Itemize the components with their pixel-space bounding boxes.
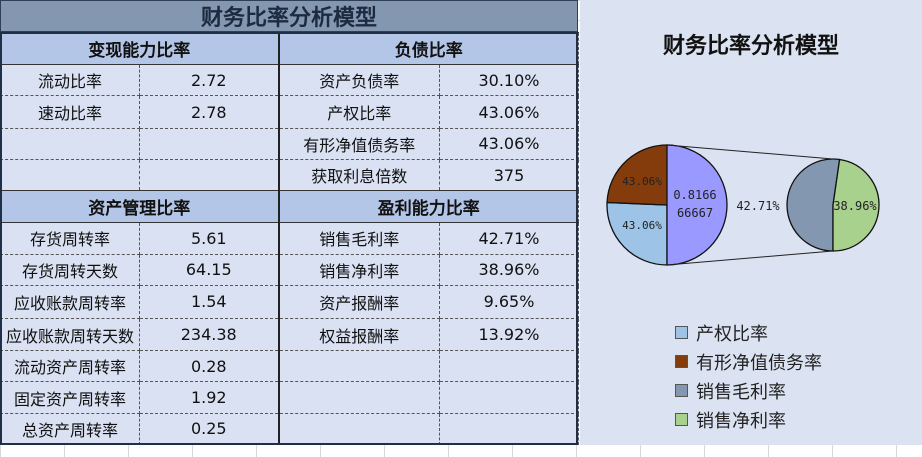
ratio-value-cell[interactable]: 1.54 <box>139 284 280 320</box>
legend-swatch-icon <box>675 355 688 368</box>
data-label: 43.06% <box>622 175 662 188</box>
ratio-name-cell[interactable]: 流动比率 <box>0 64 140 97</box>
pie-slice-销售净利率 <box>832 158 880 252</box>
connector-line <box>666 250 834 266</box>
ratio-value-cell[interactable] <box>439 412 579 446</box>
ratio-value-cell[interactable]: 2.72 <box>139 64 280 97</box>
ratio-value-cell[interactable]: 9.65% <box>439 284 579 320</box>
pie-slice-other <box>666 144 728 266</box>
ratio-name-cell[interactable] <box>278 350 440 383</box>
data-label: 66667 <box>677 206 713 220</box>
ratio-name-cell[interactable]: 销售毛利率 <box>278 222 440 255</box>
model-title: 财务比率分析模型 <box>0 0 578 32</box>
ratio-value-cell[interactable]: 234.38 <box>139 318 280 352</box>
ratio-name-cell[interactable]: 有形净值债务率 <box>278 127 440 160</box>
ratio-value-cell[interactable]: 5.61 <box>139 222 280 255</box>
data-label: 0.8166 <box>673 188 716 202</box>
ratio-value-cell[interactable]: 0.28 <box>139 350 280 383</box>
ratio-name-cell[interactable]: 存货周转率 <box>0 222 140 255</box>
ratio-value-cell[interactable] <box>439 381 579 414</box>
ratio-value-cell[interactable]: 375 <box>439 158 579 192</box>
ratio-value-cell[interactable]: 30.10% <box>439 64 579 97</box>
ratio-name-cell[interactable] <box>278 381 440 414</box>
ratio-name-cell[interactable]: 资产报酬率 <box>278 284 440 320</box>
ratio-value-cell[interactable]: 1.92 <box>139 381 280 414</box>
chart-legend: 产权比率有形净值债务率 销售毛利率销售净利率 <box>675 318 822 434</box>
legend-item[interactable]: 销售毛利率 <box>675 376 822 405</box>
ratio-table: 变现能力比率 负债比率流动比率 2.72 资产负债率 30.10% 速动比率 2.78 产权比… <box>0 31 579 446</box>
ratio-name-cell[interactable] <box>278 412 440 446</box>
legend-swatch-icon <box>675 384 688 397</box>
ratio-value-cell[interactable]: 43.06% <box>439 127 579 160</box>
ratio-name-cell[interactable]: 应收账款周转天数 <box>0 318 140 352</box>
pie-slice-有形净值债务率 <box>606 144 673 206</box>
ratio-name-cell[interactable]: 权益报酬率 <box>278 318 440 352</box>
ratio-name-cell[interactable]: 存货周转天数 <box>0 253 140 286</box>
ratio-name-cell[interactable]: 资产负债率 <box>278 64 440 97</box>
section-header[interactable]: 盈利能力比率 <box>278 190 579 224</box>
legend-swatch-icon <box>675 326 688 339</box>
connector-line <box>666 144 834 160</box>
data-label: 38.96% <box>833 199 877 213</box>
chart-title: 财务比率分析模型 <box>662 33 839 59</box>
ratio-name-cell[interactable]: 总资产周转率 <box>0 412 140 446</box>
ratio-name-cell[interactable]: 产权比率 <box>278 95 440 129</box>
ratio-value-cell[interactable]: 2.78 <box>139 95 280 129</box>
ratio-value-cell[interactable]: 13.92% <box>439 318 579 352</box>
ratio-name-cell[interactable]: 应收账款周转率 <box>0 284 140 320</box>
ratio-value-cell[interactable] <box>139 127 280 160</box>
chart-area[interactable]: 财务比率分析模型 43.06% 43.06% 0.8166 66667 42.71% 38… <box>580 0 922 445</box>
ratio-value-cell[interactable]: 38.96% <box>439 253 579 286</box>
other-label: 42.71% <box>736 199 780 213</box>
legend-swatch-icon <box>675 413 688 426</box>
ratio-name-cell[interactable]: 流动资产周转率 <box>0 350 140 383</box>
pie-slice-销售毛利率 <box>786 158 841 252</box>
ratio-value-cell[interactable]: 0.25 <box>139 412 280 446</box>
ratio-value-cell[interactable]: 64.15 <box>139 253 280 286</box>
ratio-name-cell[interactable] <box>0 127 140 160</box>
section-header[interactable]: 负债比率 <box>278 31 579 66</box>
ratio-name-cell[interactable]: 固定资产周转率 <box>0 381 140 414</box>
pie-slice-产权比率 <box>606 201 668 266</box>
legend-label: 销售净利率 <box>696 410 786 432</box>
legend-label: 销售毛利率 <box>696 381 786 403</box>
data-label: 43.06% <box>622 219 662 232</box>
ratio-name-cell[interactable]: 销售净利率 <box>278 253 440 286</box>
ratio-value-cell[interactable]: 42.71% <box>439 222 579 255</box>
legend-label: 产权比率 <box>696 323 768 345</box>
section-header[interactable]: 资产管理比率 <box>0 190 280 224</box>
ratio-value-cell[interactable]: 43.06% <box>439 95 579 129</box>
section-header[interactable]: 变现能力比率 <box>0 31 280 66</box>
ratio-name-cell[interactable]: 获取利息倍数 <box>278 158 440 192</box>
ratio-value-cell[interactable] <box>139 158 280 192</box>
legend-label: 有形净值债务率 <box>696 352 822 374</box>
ratio-value-cell[interactable] <box>439 350 579 383</box>
legend-item[interactable]: 销售净利率 <box>675 405 822 434</box>
ratio-name-cell[interactable] <box>0 158 140 192</box>
pie-of-pie-chart: 43.06% 43.06% 0.8166 66667 42.71% 38.96% <box>606 144 880 266</box>
legend-item[interactable]: 有形净值债务率 <box>675 347 822 376</box>
legend-item[interactable]: 产权比率 <box>675 318 822 347</box>
ratio-name-cell[interactable]: 速动比率 <box>0 95 140 129</box>
